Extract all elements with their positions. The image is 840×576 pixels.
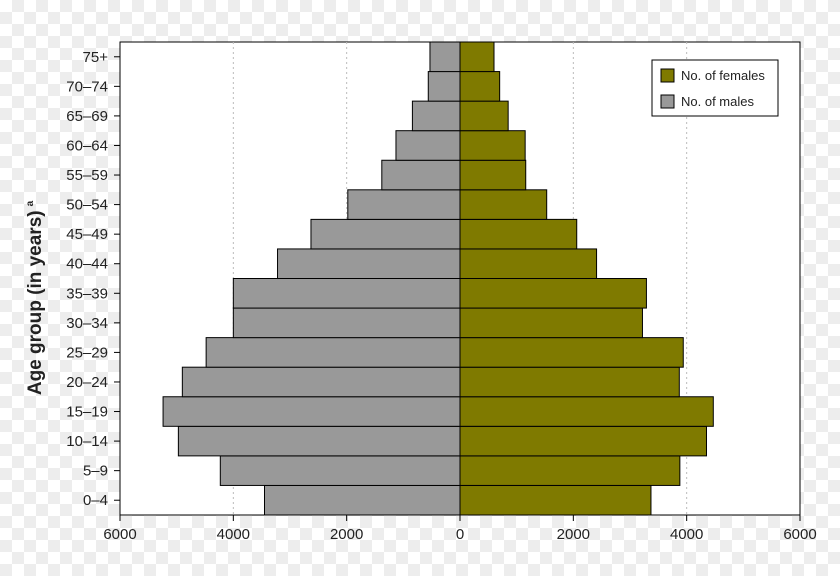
x-tick-label: 4000 (670, 526, 703, 543)
y-tick-label: 40–44 (66, 256, 108, 273)
female-bar-7 (459, 278, 647, 309)
y-tick-label: 45–49 (66, 226, 108, 243)
female-bar-5 (459, 337, 684, 368)
bars (162, 41, 714, 516)
y-tick-label: 20–24 (66, 374, 108, 391)
x-tick-label: 6000 (103, 526, 136, 543)
y-tick-label: 75+ (83, 49, 109, 66)
y-tick-label: 5–9 (83, 463, 108, 480)
male-bar-12 (395, 130, 461, 161)
y-tick-label: 70–74 (66, 78, 108, 95)
male-bar-0 (264, 484, 461, 516)
y-tick-label: 35–39 (66, 285, 108, 302)
female-bar-0 (459, 484, 652, 516)
legend-label: No. of females (681, 68, 765, 83)
y-axis-title: Age group (in years) a (25, 200, 46, 395)
female-bar-9 (459, 218, 578, 250)
female-bar-13 (459, 100, 509, 132)
legend-swatch (660, 94, 675, 109)
x-tick-label: 4000 (217, 526, 250, 543)
male-bar-5 (205, 337, 461, 368)
male-bar-6 (232, 307, 461, 339)
male-bar-7 (232, 278, 461, 309)
male-bar-3 (162, 396, 461, 427)
legend: No. of females No. of males (651, 59, 779, 117)
legend-label: No. of males (681, 94, 754, 109)
y-axis-ticks: 0–4 5–9 10–14 15–19 20–24 25–29 30–34 35–39 40–4… (66, 49, 120, 509)
female-bar-10 (459, 189, 548, 220)
y-tick-label: 15–19 (66, 404, 108, 421)
y-tick-label: 65–69 (66, 108, 108, 125)
male-bar-15 (429, 41, 461, 73)
y-tick-label: 55–59 (66, 167, 108, 184)
male-bar-9 (310, 218, 461, 250)
legend-swatch (660, 68, 675, 83)
female-bar-2 (459, 425, 707, 457)
svg-text:Age group (in years)a: Age group (in years) a (25, 200, 46, 395)
y-tick-label: 50–54 (66, 197, 108, 214)
y-tick-label: 25–29 (66, 344, 108, 361)
y-tick-label: 10–14 (66, 433, 108, 450)
male-bar-13 (411, 100, 461, 132)
male-bar-14 (427, 71, 461, 102)
female-bar-3 (459, 396, 714, 427)
y-axis-title-text: Age group (in years) (25, 210, 46, 395)
y-axis-title-superscript: a (25, 200, 36, 206)
female-bar-1 (459, 455, 681, 486)
male-bar-11 (381, 159, 461, 191)
female-bar-4 (459, 366, 680, 398)
x-tick-label: 0 (456, 526, 464, 543)
female-bar-11 (459, 159, 527, 191)
male-bar-4 (181, 366, 461, 398)
y-tick-label: 60–64 (66, 137, 108, 154)
female-bar-12 (459, 130, 526, 161)
male-bar-10 (347, 189, 461, 220)
male-bar-1 (219, 455, 461, 486)
x-axis-ticks: 6000 4000 2000 0 2000 4000 6000 (103, 515, 817, 543)
x-tick-label: 2000 (330, 526, 363, 543)
x-tick-label: 6000 (783, 526, 816, 543)
male-bar-8 (277, 248, 461, 279)
female-bar-14 (459, 71, 501, 102)
female-bar-8 (459, 248, 598, 279)
y-tick-label: 30–34 (66, 315, 108, 332)
x-tick-label: 2000 (557, 526, 590, 543)
y-tick-label: 0–4 (83, 492, 108, 509)
female-bar-6 (459, 307, 643, 339)
male-bar-2 (177, 425, 461, 457)
female-bar-15 (459, 41, 495, 73)
